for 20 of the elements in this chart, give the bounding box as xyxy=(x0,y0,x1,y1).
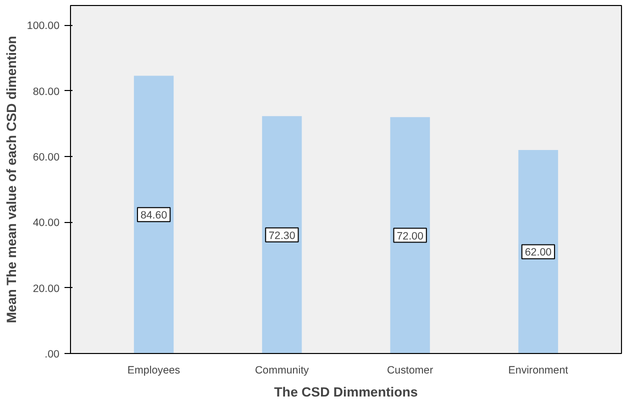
data-label: 62.00 xyxy=(524,246,552,259)
y-tick-label: .00 xyxy=(44,348,60,360)
bar xyxy=(134,76,174,354)
y-tick-label: 40.00 xyxy=(32,217,60,230)
x-tick-label: Employees xyxy=(127,364,180,376)
y-tick-label: 80.00 xyxy=(32,86,60,98)
data-label: 72.00 xyxy=(396,230,424,242)
y-tick-label: 20.00 xyxy=(32,282,60,295)
y-tick-label: 60.00 xyxy=(32,152,60,164)
bar xyxy=(518,150,558,354)
x-tick-label: Customer xyxy=(386,364,434,376)
bar xyxy=(262,116,302,354)
bar xyxy=(390,117,430,354)
y-axis-title: Mean The mean value of each CSD dimention xyxy=(4,36,19,324)
data-label: 72.30 xyxy=(268,230,296,242)
x-tick-label: Community xyxy=(254,364,310,376)
data-label: 84.60 xyxy=(140,210,168,222)
y-tick-label: 100.00 xyxy=(26,20,60,32)
x-axis-title: The CSD Dimmentions xyxy=(274,384,418,400)
x-tick-label: Environment xyxy=(508,364,568,376)
